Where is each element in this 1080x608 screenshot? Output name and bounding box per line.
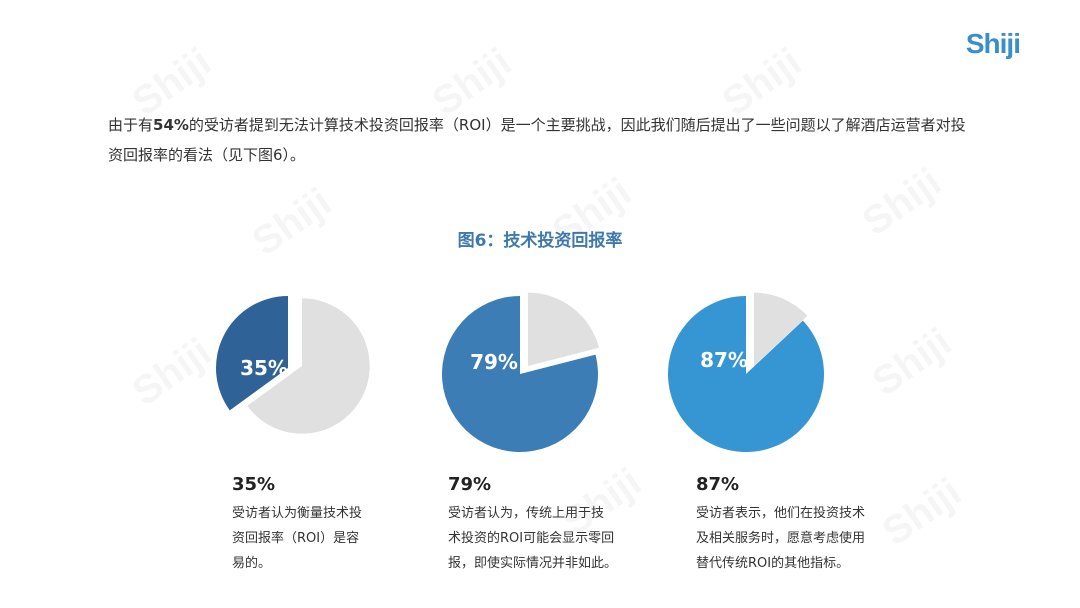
stat-block-1: 35% 受访者认为衡量技术投 资回报率（ROI）是容 易的。 (232, 474, 402, 576)
intro-text-part2: 的受访者提到无法计算技术投资回报率（ROI）是一个主要挑战，因此我们随后提出了一… (108, 116, 966, 164)
stat-block-3: 87% 受访者表示，他们在投资技术 及相关服务时，愿意考虑使用 替代传统ROI的… (696, 474, 896, 576)
shiji-logo: Shiji (965, 28, 1021, 59)
stat-description: 受访者表示，他们在投资技术 及相关服务时，愿意考虑使用 替代传统ROI的其他指标… (696, 501, 896, 576)
pie-slice-remainder (528, 292, 600, 366)
pie-value-label: 79% (470, 350, 518, 374)
pie-chart-3: 87% (668, 288, 830, 452)
stat-description: 受访者认为，传统上用于技 术投资的ROI可能会显示零回 报，即使实际情况并非如此… (448, 501, 648, 576)
pie-svg: 87% (668, 292, 824, 452)
pie-chart-1: 35% (216, 288, 378, 448)
intro-highlight: 54% (153, 116, 189, 134)
stat-description-line: 资回报率（ROI）是容 (232, 531, 360, 546)
stat-description-line: 替代传统ROI的其他指标。 (696, 556, 850, 571)
pie-slice-value (668, 296, 824, 452)
stat-description-line: 及相关服务时，愿意考虑使用 (696, 531, 866, 546)
watermark: Shiji (125, 330, 220, 415)
stat-percentage: 79% (448, 474, 492, 495)
pie-value-label: 87% (700, 348, 748, 372)
watermark: Shiji (245, 180, 340, 265)
stat-percentage: 87% (696, 474, 740, 495)
stat-description: 受访者认为衡量技术投 资回报率（ROI）是容 易的。 (232, 501, 402, 576)
stat-description-line: 受访者认为衡量技术投 (232, 506, 363, 521)
pie-slice-remainder (247, 298, 370, 434)
stat-description-line: 受访者表示，他们在投资技术 (696, 506, 866, 521)
stat-description-line: 受访者认为，传统上用于技 (448, 506, 605, 521)
stat-description-line: 易的。 (232, 556, 272, 571)
pie-slice-remainder (754, 292, 808, 366)
pie-slice-value (216, 296, 288, 411)
pie-value-label: 35% (240, 356, 288, 380)
intro-paragraph: 由于有54%的受访者提到无法计算技术投资回报率（ROI）是一个主要挑战，因此我们… (108, 110, 968, 170)
stat-block-2: 79% 受访者认为，传统上用于技 术投资的ROI可能会显示零回 报，即使实际情况… (448, 474, 648, 576)
stat-description-line: 报，即使实际情况并非如此。 (448, 556, 618, 571)
stat-description-line: 术投资的ROI可能会显示零回 (448, 531, 615, 546)
stat-percentage: 35% (232, 474, 276, 495)
pie-chart-2: 79% (442, 288, 604, 452)
watermark: Shiji (865, 320, 960, 405)
pie-svg: 35% (216, 296, 370, 434)
figure-title: 图6：技术投资回报率 (457, 231, 623, 251)
pie-slice-value (442, 296, 598, 452)
pie-svg: 79% (442, 292, 600, 452)
intro-text-part1: 由于有 (108, 116, 154, 134)
